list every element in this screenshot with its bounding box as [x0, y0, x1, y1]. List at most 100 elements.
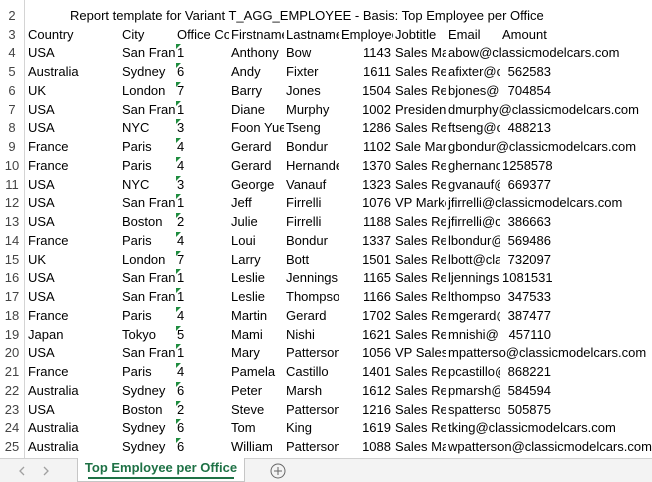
table-cell: 386663 — [507, 214, 551, 230]
table-cell: Martin — [231, 307, 268, 323]
row-number: 6 — [8, 82, 16, 98]
table-cell: Firrelli — [286, 214, 322, 230]
column-header-cell: Amount — [502, 26, 547, 42]
table-cell: Sales Mar — [395, 439, 446, 455]
table-cell: Japan — [28, 326, 64, 342]
row-number: 3 — [8, 26, 16, 42]
table-cell: 1401 — [362, 364, 391, 380]
sheet-tab-bar: Top Employee per Office — [0, 458, 652, 482]
row-header-column — [0, 0, 25, 458]
table-cell: gbondur@classicmodelcars.com — [448, 139, 637, 155]
table-cell: Jeff — [231, 195, 252, 211]
table-cell: Sales Rep — [395, 307, 446, 323]
table-cell: 1166 — [363, 289, 391, 305]
table-cell: 505875 — [507, 401, 551, 417]
table-cell: France — [28, 139, 69, 155]
row-number: 23 — [4, 401, 20, 417]
table-cell: President — [395, 101, 446, 117]
row-number: 17 — [4, 289, 20, 305]
table-cell: 1002 — [362, 101, 391, 117]
table-cell: Australia — [28, 420, 79, 436]
add-sheet-button[interactable] — [268, 461, 288, 481]
table-cell: Jones — [286, 82, 321, 98]
row-number: 25 — [4, 439, 20, 455]
table-cell: 1188 — [363, 214, 391, 230]
table-cell: 868221 — [507, 364, 551, 380]
table-cell: Boston — [122, 401, 163, 417]
table-cell: lthompso — [448, 289, 500, 305]
table-cell: San Franc — [122, 101, 175, 117]
row-number: 22 — [4, 382, 20, 398]
table-cell: ftseng@c — [448, 120, 500, 136]
tab-scroll-arrows[interactable] — [10, 460, 70, 482]
table-cell: USA — [28, 195, 55, 211]
table-cell: 3 — [177, 120, 185, 136]
table-cell: VP Sales — [395, 345, 446, 361]
table-cell: 1286 — [362, 120, 391, 136]
table-cell: 1323 — [362, 176, 391, 192]
sheet-tab[interactable]: Top Employee per Office — [77, 458, 245, 482]
table-cell: 4 — [177, 232, 185, 248]
table-cell: 457110 — [508, 326, 551, 342]
table-cell: Paris — [122, 139, 152, 155]
row-number: 11 — [5, 176, 19, 192]
table-cell: Bondur — [286, 232, 328, 248]
table-cell: Sales Rep — [395, 251, 446, 267]
table-cell: 1504 — [362, 82, 391, 98]
table-cell: 732097 — [507, 251, 551, 267]
table-cell: mnishi@ — [448, 326, 499, 342]
text-number-indicator — [176, 344, 181, 350]
table-cell: Paris — [122, 157, 152, 173]
table-cell: Sales Rep — [395, 289, 446, 305]
text-number-indicator — [176, 119, 181, 125]
table-cell: gvanauf@ — [448, 176, 500, 192]
table-cell: Sydney — [122, 439, 166, 455]
row-number: 15 — [4, 251, 20, 267]
table-cell: 2 — [177, 401, 185, 417]
table-cell: 1258578 — [502, 157, 553, 173]
table-cell: France — [28, 232, 69, 248]
table-cell: Sales Rep — [395, 64, 446, 80]
table-cell: Foon Yue — [231, 120, 284, 136]
column-header-cell: Employee — [341, 26, 393, 42]
table-cell: USA — [28, 345, 55, 361]
table-cell: Leslie — [231, 270, 265, 286]
row-number: 9 — [8, 139, 16, 155]
table-cell: Diane — [231, 101, 265, 117]
row-number: 20 — [4, 345, 20, 361]
table-cell: 3 — [177, 176, 185, 192]
table-cell: 1143 — [363, 45, 391, 61]
text-number-indicator — [176, 363, 181, 369]
text-number-indicator — [176, 194, 181, 200]
table-cell: 387477 — [507, 307, 551, 323]
column-header-cell: Office Co — [177, 26, 229, 42]
table-cell: Marsh — [286, 382, 323, 398]
table-cell: Leslie — [231, 289, 265, 305]
table-cell: 4 — [177, 157, 185, 173]
table-cell: Loui — [231, 232, 256, 248]
table-cell: Sales Rep — [395, 176, 446, 192]
table-cell: 7 — [177, 251, 185, 267]
table-cell: Julie — [231, 214, 258, 230]
table-cell: 1612 — [362, 382, 391, 398]
text-number-indicator — [176, 231, 181, 237]
table-cell: 1088 — [362, 439, 391, 455]
table-cell: NYC — [122, 176, 150, 192]
table-cell: Sales Rep — [395, 364, 446, 380]
table-cell: Nishi — [286, 326, 315, 342]
text-number-indicator — [176, 63, 181, 69]
table-cell: USA — [28, 214, 55, 230]
report-title: Report template for Variant T_AGG_EMPLOY… — [70, 8, 544, 23]
row-number: 21 — [4, 364, 20, 380]
table-cell: 1102 — [363, 139, 391, 155]
text-number-indicator — [176, 325, 181, 331]
table-cell: Larry — [231, 251, 261, 267]
text-number-indicator — [176, 138, 181, 144]
table-cell: 1619 — [362, 420, 391, 436]
table-cell: USA — [28, 401, 55, 417]
row-number: 7 — [8, 101, 16, 117]
row-number: 13 — [4, 214, 20, 230]
text-number-indicator — [176, 438, 181, 444]
table-cell: Paris — [122, 364, 152, 380]
table-cell: Steve — [231, 401, 265, 417]
